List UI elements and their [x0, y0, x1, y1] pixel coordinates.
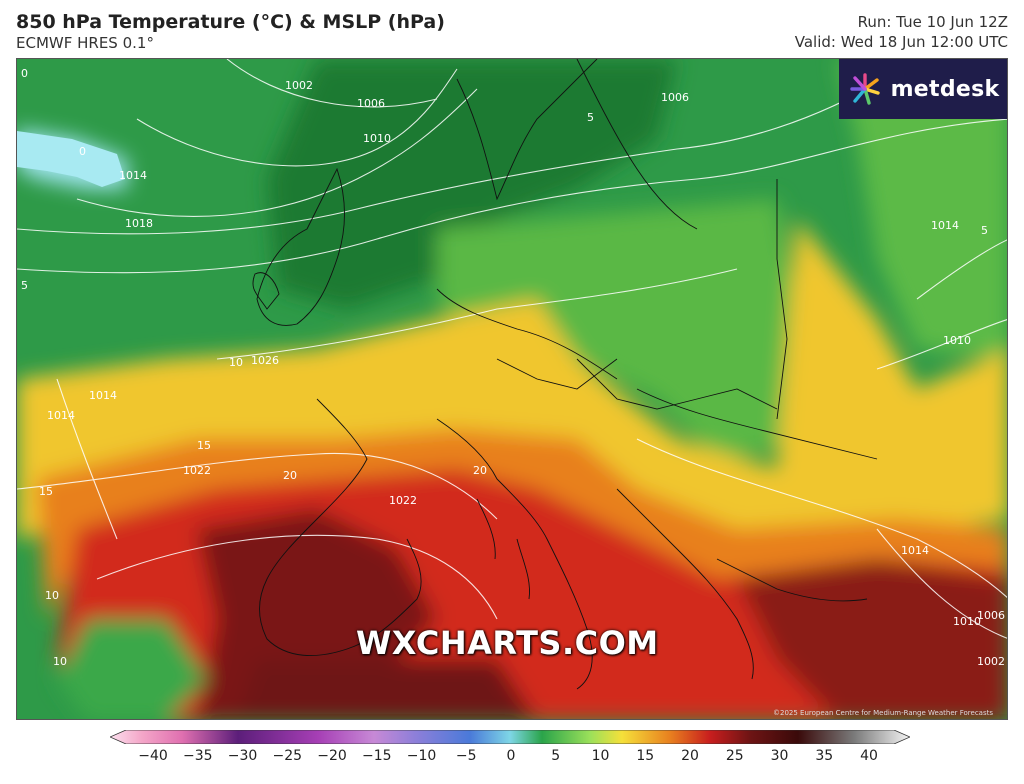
color-scale-tick: −30 — [227, 748, 258, 764]
temp-label: 0 — [79, 145, 86, 158]
temp-label: 5 — [21, 279, 28, 292]
isobar-label: 1018 — [125, 217, 153, 230]
color-scale-tick: −15 — [361, 748, 392, 764]
chart-title: 850 hPa Temperature (°C) & MSLP (hPa) — [16, 11, 445, 33]
isobar-label: 1022 — [183, 464, 211, 477]
color-scale-tick: 35 — [815, 748, 834, 764]
isobar-label: 1002 — [285, 79, 313, 92]
color-scale-tick: −20 — [317, 748, 347, 764]
temp-label: 15 — [197, 439, 211, 452]
isobar-label: 1002 — [977, 655, 1005, 668]
color-scale-tick: 5 — [551, 748, 561, 764]
color-scale-tick: 10 — [591, 748, 610, 764]
isobar-label: 1014 — [901, 544, 929, 557]
temp-label: 0 — [21, 67, 28, 80]
color-scale-tick: 25 — [725, 748, 744, 764]
isobar-label: 1014 — [89, 389, 117, 402]
color-scale-tick: −35 — [182, 748, 213, 764]
color-scale-ticks: −40 −35 −30 −25 −20 −15 −10 −5 0 5 10 15 20 25 30 35 40 — [0, 748, 1024, 770]
color-scale-tick: −40 — [138, 748, 168, 764]
valid-time: Valid: Wed 18 Jun 12:00 UTC — [794, 33, 1008, 51]
isobar-label: 1006 — [357, 97, 385, 110]
color-scale-tick: −10 — [406, 748, 437, 764]
isobar-label: 1014 — [119, 169, 147, 182]
isobars — [17, 59, 1007, 639]
temp-label: 20 — [473, 464, 487, 477]
contour-labels: 0 0 5 5 5 10 10 10 15 15 20 20 1002 1006… — [21, 67, 1005, 668]
color-scale-tick: 40 — [860, 748, 878, 764]
isobar-label: 1014 — [47, 409, 75, 422]
copyright-notice: ©2025 European Centre for Medium-Range W… — [773, 709, 993, 717]
cold-pool — [17, 131, 125, 187]
color-scale-tick: 0 — [506, 748, 516, 764]
watermark: WXCHARTS.COM — [356, 624, 659, 662]
isobar-label: 1006 — [661, 91, 689, 104]
weather-map[interactable]: 0 0 5 5 5 10 10 10 15 15 20 20 1002 1006… — [16, 58, 1008, 720]
metdesk-logo-text: metdesk — [890, 76, 1000, 102]
isobar-label: 1014 — [931, 219, 959, 232]
metdesk-logo-icon — [849, 73, 880, 105]
color-scale-tick: −5 — [455, 748, 477, 764]
isobar-label: 1010 — [943, 334, 971, 347]
metdesk-logo: metdesk — [839, 59, 1007, 119]
color-scale-tick: 15 — [636, 748, 655, 764]
color-scale-tick: −25 — [272, 748, 303, 764]
run-time: Run: Tue 10 Jun 12Z — [857, 13, 1008, 31]
isobar-label: 1010 — [363, 132, 391, 145]
model-name: ECMWF HRES 0.1° — [16, 34, 154, 52]
isobar-label: 1022 — [389, 494, 417, 507]
coastlines — [252, 59, 878, 690]
color-scale-tick: 20 — [681, 748, 699, 764]
header-right: Run: Tue 10 Jun 12Z Valid: Wed 18 Jun 12… — [795, 12, 1008, 52]
isobar-label: 1010 — [953, 615, 981, 628]
temp-label: 10 — [45, 589, 59, 602]
temp-label: 5 — [981, 224, 988, 237]
temp-label: 15 — [39, 485, 53, 498]
temp-label: 20 — [283, 469, 297, 482]
header-left: 850 hPa Temperature (°C) & MSLP (hPa) EC… — [16, 10, 445, 52]
isobar-label: 1026 — [251, 354, 279, 367]
map-canvas: 0 0 5 5 5 10 10 10 15 15 20 20 1002 1006… — [17, 59, 1007, 719]
temp-label: 10 — [53, 655, 67, 668]
color-scale-tick: 30 — [770, 748, 789, 764]
temp-label: 5 — [587, 111, 594, 124]
temp-label: 10 — [229, 356, 243, 369]
isobar-label: 1006 — [977, 609, 1005, 622]
color-scale-bar — [110, 730, 910, 744]
